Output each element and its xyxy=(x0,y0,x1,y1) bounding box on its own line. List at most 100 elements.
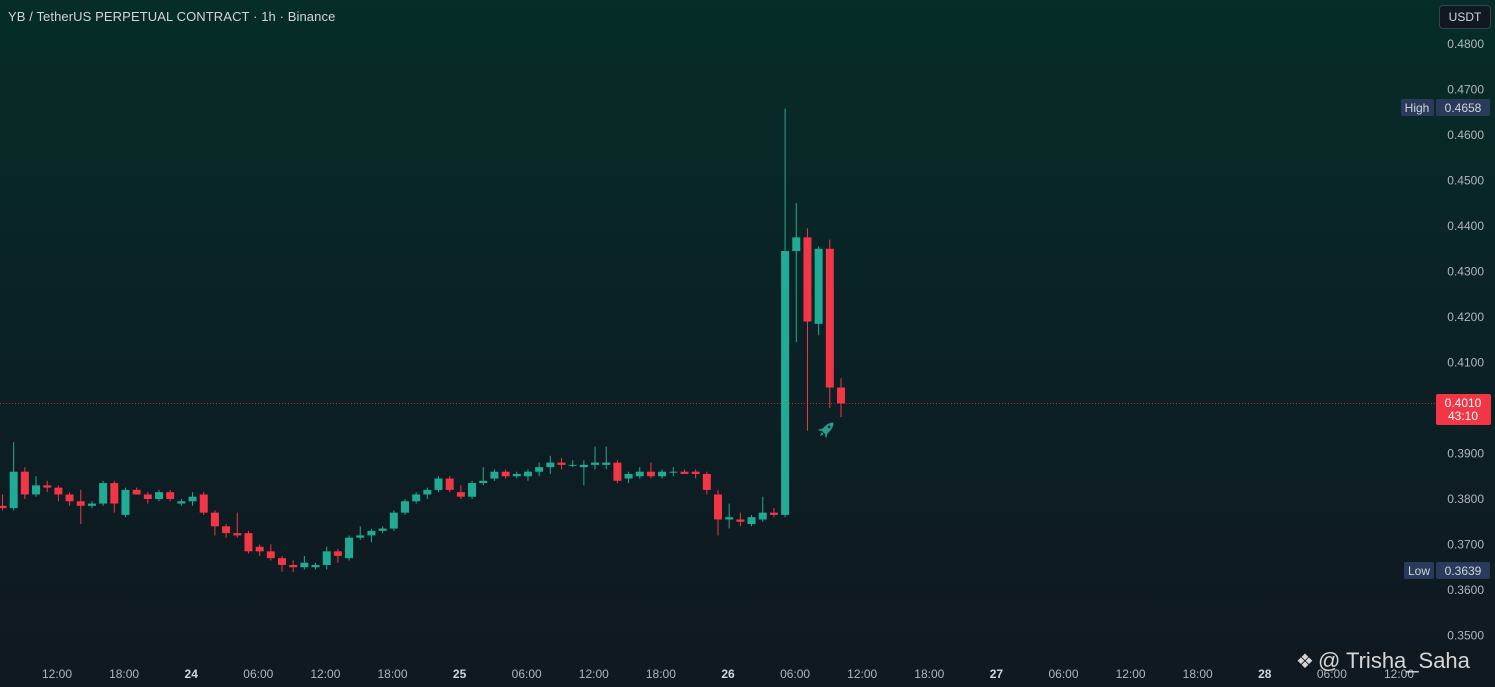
candle xyxy=(456,485,465,499)
candle-body xyxy=(646,471,655,477)
candle-body xyxy=(110,483,119,504)
candle xyxy=(501,469,510,479)
candle-body xyxy=(468,483,477,497)
time-axis[interactable]: 12:00 18:00 24 06:00 12:00 18:00 25 06:00 12:00 1… xyxy=(42,667,1414,681)
candle xyxy=(155,489,164,502)
candle xyxy=(747,514,756,527)
time-tick-label: 06:00 xyxy=(780,667,810,681)
candle-body xyxy=(602,462,611,465)
time-tick-label: 06:00 xyxy=(1317,667,1347,681)
candle-body xyxy=(233,533,242,536)
price-tick-label: 0.4400 xyxy=(1447,219,1484,233)
candle-body xyxy=(255,546,264,552)
candle-body xyxy=(669,471,678,473)
time-tick-label: 24 xyxy=(185,667,199,681)
price-axis[interactable]: 0.4800 0.4700 0.4600 0.4500 0.4400 0.4300 0.42… xyxy=(1447,37,1484,643)
time-tick-label: 12:00 xyxy=(310,667,340,681)
time-tick-label: 18:00 xyxy=(914,667,944,681)
candle xyxy=(680,469,689,474)
candle xyxy=(345,535,354,561)
candle xyxy=(490,469,499,481)
rocket-icon[interactable] xyxy=(816,418,838,440)
candle-body xyxy=(412,494,421,502)
candle xyxy=(110,480,119,513)
candle-body xyxy=(76,501,85,506)
candle xyxy=(512,471,521,479)
candle xyxy=(333,549,342,563)
candle xyxy=(322,546,331,570)
candle xyxy=(233,512,242,538)
candle-body xyxy=(456,492,465,497)
candle-body xyxy=(43,485,52,488)
candle-body xyxy=(512,473,521,477)
high-value: 0.4658 xyxy=(1445,101,1482,115)
candle-body xyxy=(781,251,790,515)
high-marker: High 0.4658 xyxy=(1401,99,1490,116)
price-tick-label: 0.4100 xyxy=(1447,356,1484,370)
low-marker: Low 0.3639 xyxy=(1404,562,1490,579)
price-tick-label: 0.4200 xyxy=(1447,310,1484,324)
watermark: ❖ @ Trisha_Saha xyxy=(1296,648,1470,674)
candle xyxy=(43,480,52,493)
candle-body xyxy=(345,537,354,559)
candle-body xyxy=(523,471,532,477)
bar-countdown: 43:10 xyxy=(1448,409,1478,423)
candle-body xyxy=(434,478,443,490)
candle-body xyxy=(501,471,510,477)
candle-body xyxy=(333,551,342,556)
candle xyxy=(54,485,63,502)
candle xyxy=(32,476,41,497)
candle xyxy=(188,492,197,506)
candle xyxy=(758,496,767,522)
candle xyxy=(300,555,309,570)
candle xyxy=(311,562,320,570)
candle xyxy=(803,228,812,431)
candle-body xyxy=(121,489,130,515)
candle xyxy=(389,510,398,531)
currency-button[interactable]: USDT xyxy=(1439,5,1491,29)
candle xyxy=(445,476,454,493)
candle xyxy=(177,499,186,506)
candle-body xyxy=(132,489,141,495)
time-tick-label: 06:00 xyxy=(1048,667,1078,681)
candle xyxy=(702,471,711,495)
candle-body xyxy=(266,551,275,559)
candle xyxy=(289,560,298,573)
price-tick-label: 0.3700 xyxy=(1447,538,1484,552)
time-tick-label: 18:00 xyxy=(1183,667,1213,681)
candle xyxy=(624,471,633,484)
time-tick-label: 12:00 xyxy=(1384,667,1414,681)
time-tick-label: 18:00 xyxy=(377,667,407,681)
low-value: 0.3639 xyxy=(1445,564,1482,578)
candle-body xyxy=(825,248,834,388)
candle xyxy=(244,530,253,554)
time-tick-label: 18:00 xyxy=(109,667,139,681)
candle-body xyxy=(479,480,488,484)
current-price-value: 0.4010 xyxy=(1445,396,1482,410)
time-tick-label: 12:00 xyxy=(1116,667,1146,681)
candle-body xyxy=(143,494,152,499)
candle xyxy=(736,512,745,527)
time-tick-label: 18:00 xyxy=(646,667,676,681)
candle-body xyxy=(702,473,711,490)
candle xyxy=(468,480,477,499)
price-tick-label: 0.4700 xyxy=(1447,83,1484,97)
candle xyxy=(20,467,29,499)
price-tick-label: 0.3600 xyxy=(1447,583,1484,597)
candle-body xyxy=(322,551,331,565)
candle xyxy=(613,460,622,484)
candle-body xyxy=(579,464,588,468)
time-tick-label: 26 xyxy=(721,667,735,681)
candle-body xyxy=(747,517,756,525)
candle-body xyxy=(635,471,644,477)
candle-body xyxy=(557,462,566,465)
candle-body xyxy=(278,558,286,565)
candle-body xyxy=(356,535,365,538)
candle-body xyxy=(613,462,622,481)
candle xyxy=(378,526,387,534)
candle xyxy=(792,203,801,343)
candle xyxy=(691,469,700,479)
candle xyxy=(781,108,790,518)
chart-title: YB / TetherUS PERPETUAL CONTRACT · 1h · … xyxy=(8,9,336,24)
